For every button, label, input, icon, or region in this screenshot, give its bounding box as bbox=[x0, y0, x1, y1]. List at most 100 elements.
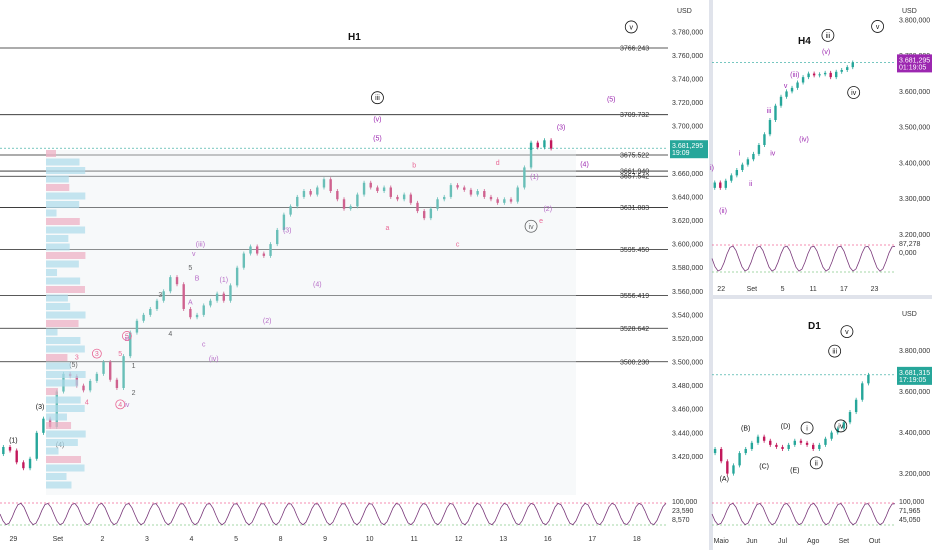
wave-label-circled: v bbox=[845, 329, 849, 336]
volume-profile-bar bbox=[46, 320, 79, 327]
d1-chart-panel[interactable]: D1 USD 3.800,000 3.600,000 3.400,000 3.200,… bbox=[711, 311, 932, 545]
y-tick-label: 3.400,000 bbox=[899, 430, 930, 437]
wave-label-circled: iv bbox=[851, 90, 857, 97]
wave-label: e bbox=[539, 218, 543, 225]
x-tick-label: 5 bbox=[234, 536, 238, 543]
wave-circle bbox=[840, 325, 854, 339]
candle-body bbox=[735, 170, 739, 176]
x-tick-label: 17 bbox=[840, 286, 848, 293]
volume-profile-bar bbox=[46, 311, 86, 319]
wave-label: (5) bbox=[607, 96, 616, 103]
price-level-label: 3766.243 bbox=[620, 46, 649, 53]
candle-body bbox=[750, 442, 754, 449]
x-tick-label: Set bbox=[53, 536, 64, 543]
y-tick-label: 3.780,000 bbox=[672, 29, 703, 36]
candle-body bbox=[296, 196, 299, 207]
candle-body bbox=[255, 246, 259, 254]
candle-body bbox=[807, 73, 810, 78]
y-tick-label: 3.700,000 bbox=[672, 124, 703, 131]
candle-body bbox=[135, 320, 139, 333]
volume-profile-bar bbox=[46, 277, 81, 285]
candle-body bbox=[289, 206, 292, 215]
candle-body bbox=[202, 305, 205, 315]
candle-body bbox=[836, 428, 839, 433]
d1-currency: USD bbox=[902, 311, 917, 318]
wave-label: (iii) bbox=[790, 72, 799, 79]
candle-body bbox=[854, 399, 858, 413]
h1-chart-panel[interactable]: H1 USD 3.780,000 3.760,000 3.740,000 3.720,… bbox=[0, 0, 710, 550]
volume-profile-bar bbox=[46, 430, 86, 438]
candle-body bbox=[741, 164, 744, 170]
x-tick-label: Set bbox=[839, 538, 850, 545]
candle-body bbox=[28, 458, 32, 469]
wave-label-circled: ii bbox=[815, 460, 819, 467]
volume-profile-bar bbox=[46, 201, 80, 208]
candle-body bbox=[269, 244, 272, 256]
wave-label: iv bbox=[124, 402, 130, 409]
candle-body bbox=[356, 194, 359, 207]
candle-body bbox=[409, 194, 413, 203]
candle-body bbox=[309, 191, 312, 195]
wave-label: A bbox=[188, 299, 193, 306]
current-price-value: 3.681,295 bbox=[899, 57, 930, 64]
y-tick-label: 3.720,000 bbox=[672, 100, 703, 107]
candle-body bbox=[726, 461, 729, 474]
y-tick-label: 3.500,000 bbox=[899, 125, 930, 132]
candle-body bbox=[369, 182, 372, 188]
current-price-tag bbox=[670, 140, 708, 159]
candle-body bbox=[276, 229, 279, 245]
range-shade bbox=[46, 150, 576, 495]
x-tick-label: Ago bbox=[807, 538, 820, 545]
candle-body bbox=[449, 185, 453, 197]
candle-body bbox=[846, 67, 849, 70]
candle-body bbox=[840, 70, 843, 72]
candle-body bbox=[109, 362, 112, 380]
candle-body bbox=[724, 180, 727, 188]
candle-body bbox=[835, 71, 838, 78]
wave-label: 4 bbox=[85, 400, 89, 407]
h1-background bbox=[0, 0, 710, 550]
candle-body bbox=[95, 373, 99, 381]
x-tick-label: 11 bbox=[411, 536, 418, 543]
h1-title: H1 bbox=[348, 32, 361, 43]
candle-body bbox=[282, 214, 286, 230]
wave-label: (1) bbox=[9, 437, 18, 444]
current-price-timer: 19:09 bbox=[672, 150, 690, 157]
wave-label-circled: iii bbox=[375, 95, 380, 102]
osc-line bbox=[711, 502, 896, 526]
y-tick-label: 3.200,000 bbox=[899, 232, 930, 239]
candle-body bbox=[2, 446, 5, 455]
wave-label: (E) bbox=[790, 468, 799, 475]
x-tick-label: Out bbox=[869, 538, 880, 545]
x-tick-label: Jul bbox=[778, 538, 787, 545]
candle-body bbox=[416, 202, 419, 212]
volume-profile-bar bbox=[46, 303, 71, 310]
candle-body bbox=[195, 314, 199, 318]
candle-body bbox=[456, 185, 459, 188]
candle-body bbox=[362, 182, 366, 195]
y-tick-label: 3.440,000 bbox=[672, 430, 703, 437]
wave-label: v bbox=[192, 251, 196, 258]
wave-label: ii bbox=[749, 181, 753, 188]
wave-circle bbox=[847, 86, 861, 99]
volume-profile-bar bbox=[46, 218, 80, 225]
wave-label: c bbox=[202, 342, 206, 349]
x-tick-label: 17 bbox=[588, 536, 596, 543]
wave-label: a bbox=[385, 225, 389, 232]
candle-body bbox=[851, 62, 854, 68]
candle-body bbox=[503, 199, 506, 203]
wave-label-red: 5 bbox=[125, 333, 129, 340]
current-price-timer: 17:19:05 bbox=[899, 377, 926, 384]
volume-profile-bar bbox=[46, 388, 59, 395]
candle-body bbox=[189, 308, 192, 318]
volume-profile-bar bbox=[46, 226, 86, 234]
candle-body bbox=[549, 140, 553, 149]
candle-body bbox=[496, 199, 499, 203]
volume-profile-bar bbox=[46, 328, 58, 336]
wave-label-red: 3 bbox=[95, 351, 99, 358]
price-level-label: 3556.419 bbox=[620, 293, 649, 300]
wave-label: 3 bbox=[158, 292, 162, 299]
h4-chart-panel[interactable]: H4 USD 3.800,0003.700,0003.600,0003.500,… bbox=[710, 8, 932, 293]
price-level-label: 3500.230 bbox=[620, 359, 649, 366]
candle-body bbox=[429, 208, 433, 219]
